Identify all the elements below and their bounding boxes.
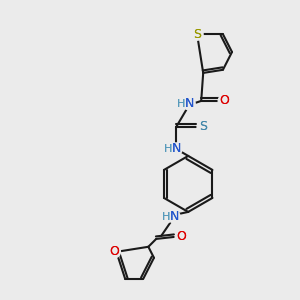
Text: O: O: [176, 230, 186, 243]
Text: S: S: [199, 120, 207, 134]
Text: N: N: [169, 210, 179, 224]
Text: O: O: [176, 230, 186, 243]
Text: H: H: [162, 212, 170, 222]
Text: S: S: [193, 28, 201, 41]
Circle shape: [170, 143, 182, 155]
Text: S: S: [199, 120, 207, 134]
Circle shape: [168, 211, 180, 223]
Circle shape: [191, 28, 203, 40]
Text: O: O: [110, 245, 119, 258]
Circle shape: [108, 246, 120, 258]
Text: S: S: [193, 28, 201, 41]
Text: O: O: [110, 245, 119, 258]
Circle shape: [197, 121, 209, 133]
Circle shape: [175, 231, 187, 243]
Text: N: N: [184, 98, 194, 110]
Text: N: N: [184, 98, 194, 110]
Circle shape: [218, 95, 230, 107]
Text: H: H: [177, 99, 185, 109]
Text: N: N: [169, 210, 179, 224]
Text: N: N: [172, 142, 181, 155]
Circle shape: [162, 143, 174, 155]
Text: H: H: [177, 99, 185, 109]
Text: N: N: [172, 142, 181, 155]
Text: H: H: [164, 144, 172, 154]
Circle shape: [160, 211, 172, 223]
Text: O: O: [219, 94, 229, 107]
Text: O: O: [219, 94, 229, 107]
Text: H: H: [164, 144, 172, 154]
Text: H: H: [162, 212, 170, 222]
Circle shape: [175, 98, 187, 110]
Circle shape: [183, 98, 195, 110]
